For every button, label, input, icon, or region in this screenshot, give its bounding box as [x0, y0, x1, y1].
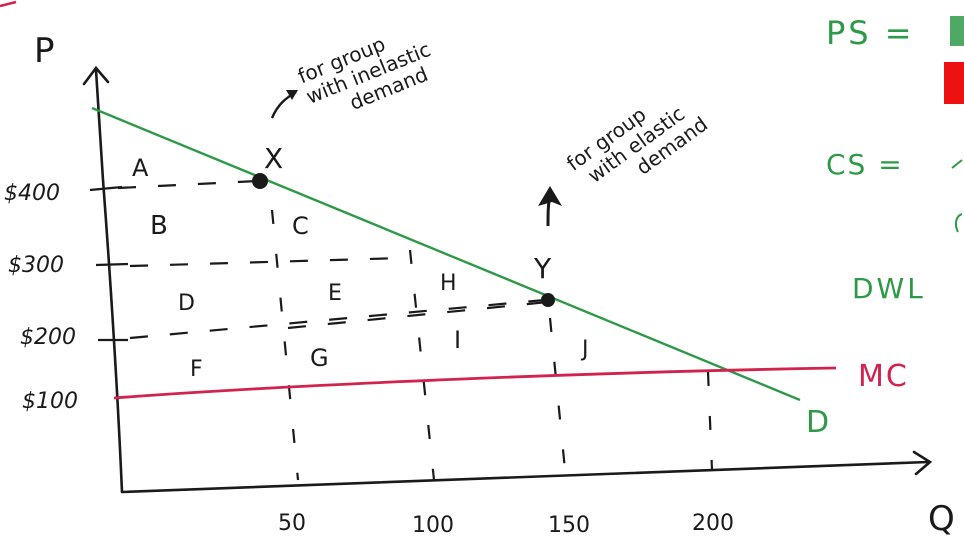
point-y-label: Y	[533, 252, 552, 285]
ps-label: PS =	[826, 14, 915, 52]
dashed-line-200-left	[129, 298, 546, 340]
region-c: C	[292, 212, 309, 240]
tick-400	[89, 185, 123, 192]
quantity-tick-label-50: 50	[278, 511, 306, 536]
cs-label: CS =	[826, 148, 904, 181]
tick-300	[95, 262, 129, 267]
dashed-line-q150	[548, 317, 568, 481]
ps-cutoff-mark	[950, 16, 964, 46]
demand-label: D	[806, 405, 829, 440]
quantity-tick-label-200: 200	[692, 511, 734, 536]
region-a: A	[132, 154, 149, 182]
dashed-line-q50	[270, 209, 300, 481]
dashed-line-200	[287, 300, 549, 330]
dashed-line-400	[117, 179, 259, 190]
quantity-axis-label: Q	[928, 499, 955, 539]
region-h: H	[440, 271, 457, 296]
quantity-axis-arrow	[912, 450, 933, 476]
mc-curve	[113, 366, 837, 400]
cs-cutoff-curl	[954, 213, 963, 233]
quantity-tick-label-150: 150	[548, 513, 590, 538]
price-axis-label: P	[34, 31, 55, 71]
price-tick-label-200: $200	[20, 325, 76, 350]
price-axis-arrow	[82, 65, 110, 86]
quantity-tick-label-100: 100	[412, 513, 454, 538]
annotation-y-note: for group with elastic demand	[562, 101, 712, 187]
price-axis	[94, 68, 124, 494]
red-stroke-fragment	[0, 0, 17, 8]
region-e: E	[328, 281, 342, 306]
region-j: J	[580, 337, 589, 362]
point-x-label: X	[264, 142, 283, 175]
price-tick-label-100: $100	[22, 389, 78, 414]
price-tick-label-400: $400	[4, 181, 60, 206]
region-b: B	[150, 211, 168, 241]
region-f: F	[190, 357, 203, 382]
price-tick-label-300: $300	[8, 253, 64, 278]
annotation-y-arrowhead	[538, 186, 562, 206]
region-d: D	[178, 291, 195, 316]
point-x	[252, 173, 268, 189]
region-i: I	[454, 326, 461, 354]
region-g: G	[310, 344, 329, 372]
annotation-x-arrowhead	[286, 90, 298, 100]
demand-curve	[91, 106, 801, 402]
dwl-label: DWL	[852, 272, 926, 305]
dashed-line-q200	[706, 371, 714, 471]
red-highlight-box	[944, 62, 964, 104]
dashed-line-q100	[408, 249, 436, 481]
quantity-axis	[120, 460, 930, 494]
point-y	[541, 293, 555, 307]
dashed-line-300	[129, 256, 403, 268]
mc-label: MC	[858, 359, 909, 394]
cs-cutoff-mark	[951, 159, 963, 169]
annotation-x-note: for group with inelastic demand	[294, 32, 434, 115]
